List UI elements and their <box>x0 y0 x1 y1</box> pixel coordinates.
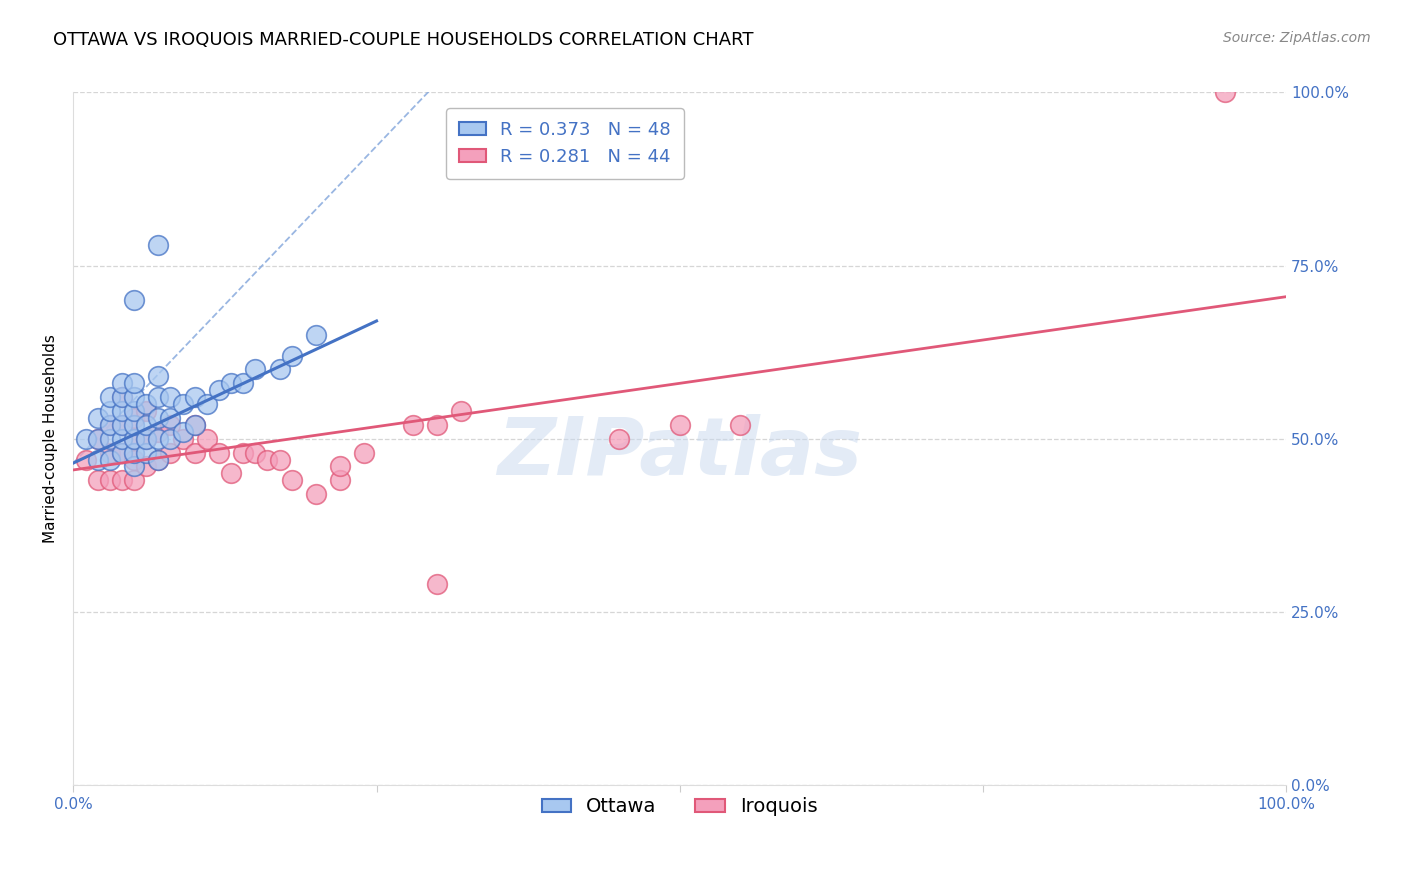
Legend: Ottawa, Iroquois: Ottawa, Iroquois <box>534 789 825 824</box>
Point <box>219 467 242 481</box>
Point <box>75 452 97 467</box>
Point <box>86 473 108 487</box>
Point <box>426 577 449 591</box>
Point <box>111 390 134 404</box>
Point <box>86 452 108 467</box>
Point <box>122 459 145 474</box>
Point <box>135 417 157 432</box>
Point <box>245 445 267 459</box>
Point <box>98 445 121 459</box>
Point <box>135 397 157 411</box>
Point <box>159 411 181 425</box>
Point <box>450 404 472 418</box>
Point <box>111 390 134 404</box>
Point <box>232 445 254 459</box>
Point <box>329 459 352 474</box>
Point <box>122 452 145 467</box>
Text: ZIPatlas: ZIPatlas <box>498 414 862 491</box>
Point <box>148 425 170 439</box>
Point <box>135 404 157 418</box>
Point <box>122 417 145 432</box>
Point <box>111 445 134 459</box>
Point <box>305 487 328 501</box>
Point <box>122 390 145 404</box>
Text: OTTAWA VS IROQUOIS MARRIED-COUPLE HOUSEHOLDS CORRELATION CHART: OTTAWA VS IROQUOIS MARRIED-COUPLE HOUSEH… <box>53 31 754 49</box>
Point <box>256 452 278 467</box>
Point <box>98 473 121 487</box>
Point <box>122 293 145 308</box>
Point <box>148 369 170 384</box>
Point <box>219 376 242 391</box>
Y-axis label: Married-couple Households: Married-couple Households <box>44 334 58 543</box>
Point <box>195 397 218 411</box>
Point <box>135 445 157 459</box>
Point <box>183 417 205 432</box>
Point <box>98 417 121 432</box>
Point <box>148 432 170 446</box>
Point <box>111 417 134 432</box>
Point <box>183 390 205 404</box>
Point <box>111 473 134 487</box>
Point <box>148 237 170 252</box>
Text: Source: ZipAtlas.com: Source: ZipAtlas.com <box>1223 31 1371 45</box>
Point <box>269 452 291 467</box>
Point <box>208 445 231 459</box>
Point <box>148 390 170 404</box>
Point <box>111 376 134 391</box>
Point <box>135 432 157 446</box>
Point <box>183 417 205 432</box>
Point <box>159 432 181 446</box>
Point <box>159 445 181 459</box>
Point <box>172 397 194 411</box>
Point <box>111 404 134 418</box>
Point <box>245 362 267 376</box>
Point <box>329 473 352 487</box>
Point <box>122 376 145 391</box>
Point <box>111 445 134 459</box>
Point <box>148 452 170 467</box>
Point <box>668 417 690 432</box>
Point <box>353 445 375 459</box>
Point <box>183 445 205 459</box>
Point <box>208 383 231 397</box>
Point <box>135 432 157 446</box>
Point <box>232 376 254 391</box>
Point <box>172 432 194 446</box>
Point <box>98 390 121 404</box>
Point <box>86 411 108 425</box>
Point <box>122 432 145 446</box>
Point <box>111 432 134 446</box>
Point <box>280 473 302 487</box>
Point <box>280 349 302 363</box>
Point <box>86 432 108 446</box>
Point <box>269 362 291 376</box>
Point <box>122 404 145 418</box>
Point <box>426 417 449 432</box>
Point <box>148 411 170 425</box>
Point <box>111 417 134 432</box>
Point <box>98 452 121 467</box>
Point <box>730 417 752 432</box>
Point <box>148 452 170 467</box>
Point <box>195 432 218 446</box>
Point <box>86 432 108 446</box>
Point <box>402 417 425 432</box>
Point <box>159 390 181 404</box>
Point <box>98 432 121 446</box>
Point <box>607 432 630 446</box>
Point <box>122 411 145 425</box>
Point <box>1215 86 1237 100</box>
Point <box>122 473 145 487</box>
Point <box>122 445 145 459</box>
Point <box>159 417 181 432</box>
Point <box>98 417 121 432</box>
Point <box>75 432 97 446</box>
Point <box>305 327 328 342</box>
Point <box>172 425 194 439</box>
Point <box>122 432 145 446</box>
Point <box>135 459 157 474</box>
Point <box>98 404 121 418</box>
